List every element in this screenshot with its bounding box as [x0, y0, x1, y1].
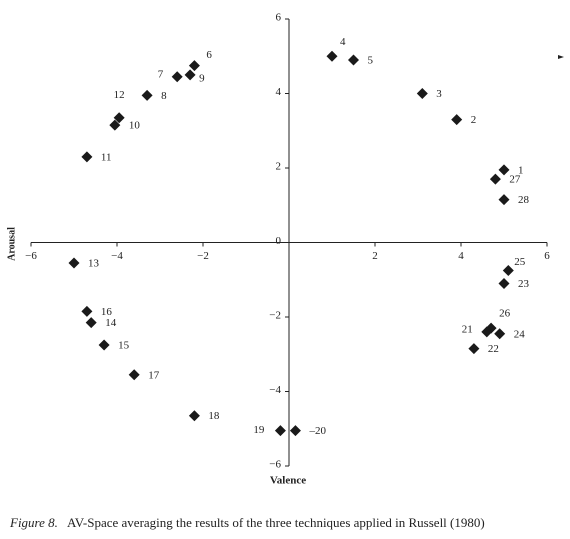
- point: [502, 264, 514, 276]
- point: [451, 114, 463, 126]
- point-label: 19: [253, 424, 265, 436]
- point-label: 26: [499, 308, 511, 320]
- y-axis-label: Arousal: [6, 227, 17, 261]
- point-label: 15: [118, 339, 130, 351]
- point-label: 6: [206, 49, 212, 61]
- point: [141, 89, 153, 101]
- point-label: 2: [471, 114, 477, 126]
- point: [81, 305, 93, 317]
- point-label: 27: [509, 174, 521, 186]
- point: [81, 151, 93, 163]
- point-label: 24: [514, 328, 526, 340]
- point-label: 13: [88, 258, 100, 270]
- point-label: –20: [308, 425, 326, 437]
- point-label: 8: [161, 90, 167, 102]
- point-label: 10: [129, 120, 141, 132]
- y-tick-label: −2: [269, 310, 281, 322]
- point: [68, 257, 80, 269]
- point-label: 11: [101, 151, 112, 163]
- point: [171, 71, 183, 83]
- x-tick-label: −6: [25, 250, 37, 262]
- y-tick-label: 4: [276, 86, 282, 98]
- point-label: 25: [514, 256, 526, 268]
- point-label: 9: [199, 72, 205, 84]
- point-label: 1: [518, 164, 524, 176]
- point-label: 16: [101, 306, 113, 318]
- point: [468, 343, 480, 355]
- y-tick-label: 6: [276, 12, 282, 24]
- x-tick-label: −4: [111, 250, 123, 262]
- point-label: 23: [518, 278, 530, 290]
- point: [494, 328, 506, 340]
- point: [348, 54, 359, 66]
- point-label: 28: [518, 194, 530, 206]
- point: [188, 60, 200, 72]
- point-label: 5: [368, 55, 374, 67]
- point: [85, 317, 97, 329]
- x-tick-label: 6: [544, 250, 550, 262]
- point-label: 3: [436, 88, 442, 100]
- x-tick-label: 4: [458, 250, 464, 262]
- y-tick-label: −4: [269, 384, 281, 396]
- point: [184, 69, 196, 81]
- caption-label: Figure 8.: [9, 515, 58, 530]
- point-label: 4: [340, 36, 346, 48]
- point: [98, 339, 110, 351]
- point: [274, 425, 286, 437]
- x-tick-label: 2: [372, 250, 378, 262]
- point-label: 17: [148, 369, 160, 381]
- y-tick-label: 0: [276, 235, 282, 247]
- point: [128, 369, 140, 381]
- point-label: 22: [488, 343, 499, 355]
- point: [289, 425, 301, 437]
- point-label: 21: [462, 323, 473, 335]
- point-label: 18: [208, 410, 220, 422]
- point: [188, 410, 200, 422]
- point-label: 12: [114, 89, 125, 101]
- caption: AV-Space averaging the results of the th…: [67, 515, 485, 530]
- point: [109, 119, 121, 131]
- point-label: 14: [105, 317, 117, 329]
- y-tick-label: −6: [269, 459, 281, 471]
- point: [326, 50, 338, 62]
- point: [498, 277, 510, 289]
- point-label: 7: [158, 68, 164, 80]
- x-tick-label: −2: [197, 250, 209, 262]
- point: [498, 164, 510, 176]
- point: [485, 322, 497, 334]
- point: [498, 194, 510, 206]
- point: [489, 173, 501, 185]
- y-tick-label: 2: [276, 161, 282, 173]
- x-axis-label: Valence: [270, 475, 306, 487]
- arrow-glyph: [558, 55, 564, 59]
- point: [416, 88, 428, 99]
- point: [113, 112, 125, 124]
